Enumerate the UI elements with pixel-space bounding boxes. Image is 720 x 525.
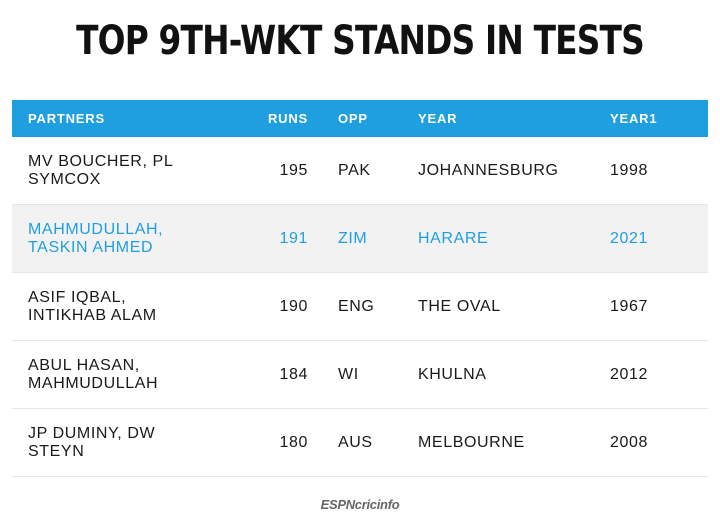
cell: 1998 (610, 137, 708, 205)
cell: ABUL HASAN, MAHMUDULLAH (12, 340, 218, 409)
row: MV BOUCHER, PL SYMCOX 195 PAK JOHANNESBURG 1… (12, 137, 708, 205)
row: JP DUMINY, DW STEYN 180 AUS MELBOURNE 2008 (12, 408, 708, 477)
cell: 190 (218, 272, 312, 341)
cell: ASIF IQBAL, INTIKHAB ALAM (12, 272, 218, 341)
cell: MV BOUCHER, PL SYMCOX (12, 137, 218, 205)
row: MAHMUDULLAH, TASKIN AHMED 191 ZIM HARARE 202… (12, 204, 708, 273)
cell-text: JP DUMINY, DW STEYN (28, 424, 156, 460)
cell-text: ABUL HASAN, MAHMUDULLAH (28, 356, 159, 392)
header-row: PARTNERS RUNS OPP YEAR YEAR1 (12, 100, 708, 137)
cell: ZIM (312, 204, 418, 273)
cell: KHULNA (418, 340, 610, 409)
column-header: YEAR1 (610, 100, 708, 137)
column-header: PARTNERS (12, 100, 218, 137)
cell-text: ASIF IQBAL, INTIKHAB ALAM (28, 288, 157, 324)
cell: 191 (218, 204, 312, 273)
cell: 2008 (610, 408, 708, 477)
cell-text: MAHMUDULLAH, TASKIN AHMED (28, 220, 164, 256)
row: ASIF IQBAL, INTIKHAB ALAM 190 ENG THE OVAL 1… (12, 272, 708, 341)
title: TOP 9TH-WKT STANDS IN TESTS (76, 18, 645, 64)
table: PARTNERS RUNS OPP YEAR YEAR1 MV BOUCHER, PL … (12, 100, 708, 477)
cell: AUS (312, 408, 418, 477)
cell: 180 (218, 408, 312, 477)
cell: 2012 (610, 340, 708, 409)
cell: HARARE (418, 204, 610, 273)
cell: WI (312, 340, 418, 409)
cell: 184 (218, 340, 312, 409)
cell: 195 (218, 137, 312, 205)
cell: ENG (312, 272, 418, 341)
cell: JP DUMINY, DW STEYN (12, 408, 218, 477)
column-header: OPP (312, 100, 418, 137)
column-header: YEAR (418, 100, 610, 137)
cell: JOHANNESBURG (418, 137, 610, 205)
column-header: RUNS (218, 100, 312, 137)
row: ABUL HASAN, MAHMUDULLAH 184 WI KHULNA 2012 (12, 340, 708, 409)
cell: MELBOURNE (418, 408, 610, 477)
cell: 2021 (610, 204, 708, 273)
cell: MAHMUDULLAH, TASKIN AHMED (12, 204, 218, 273)
cell: 1967 (610, 272, 708, 341)
cell: PAK (312, 137, 418, 205)
cell-text: MV BOUCHER, PL SYMCOX (28, 152, 173, 188)
logo: ESPNcricinfo (320, 497, 400, 512)
cell: THE OVAL (418, 272, 610, 341)
